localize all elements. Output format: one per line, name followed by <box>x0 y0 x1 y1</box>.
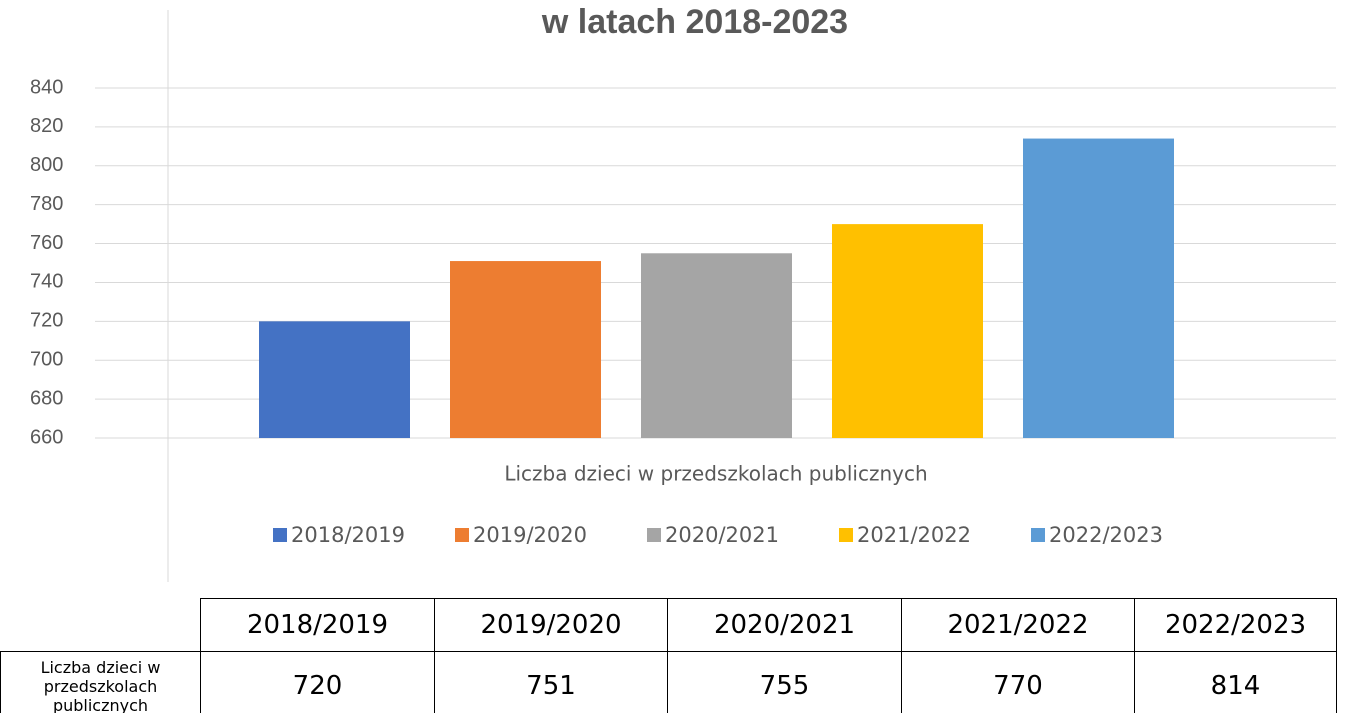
bar <box>832 224 983 438</box>
y-tick-label: 760 <box>30 232 63 254</box>
bar <box>450 261 601 438</box>
chart-title: w latach 2018-2023 <box>541 3 848 41</box>
legend-swatch <box>455 528 469 542</box>
y-tick-label: 840 <box>30 76 63 98</box>
table-value: 814 <box>1134 651 1337 713</box>
y-tick-label: 800 <box>30 154 63 176</box>
table-value: 751 <box>434 651 668 713</box>
column-header: 2021/2022 <box>901 598 1135 652</box>
bar <box>1023 138 1174 439</box>
legend-label: 2019/2020 <box>473 523 587 547</box>
y-tick-label: 660 <box>30 426 63 448</box>
bar <box>641 253 792 438</box>
y-tick-label: 720 <box>30 310 63 332</box>
y-tick-label: 740 <box>30 271 63 293</box>
row-header: Liczba dzieci w przedszkolach publicznyc… <box>0 651 201 713</box>
x-tick-label: Liczba dzieci w przedszkolach publicznyc… <box>504 462 927 486</box>
y-tick-label: 820 <box>30 115 63 137</box>
legend-label: 2020/2021 <box>665 523 779 547</box>
y-tick-label: 780 <box>30 193 63 215</box>
legend-swatch <box>839 528 853 542</box>
legend-label: 2022/2023 <box>1049 523 1163 547</box>
column-header: 2022/2023 <box>1134 598 1337 652</box>
legend-label: 2018/2019 <box>291 523 405 547</box>
bar <box>259 321 410 438</box>
table-value: 770 <box>901 651 1135 713</box>
legend-swatch <box>647 528 661 542</box>
legend-label: 2021/2022 <box>857 523 971 547</box>
y-tick-label: 680 <box>30 387 63 409</box>
column-header: 2018/2019 <box>200 598 435 652</box>
column-header: 2019/2020 <box>434 598 668 652</box>
table-value: 755 <box>667 651 902 713</box>
y-tick-label: 700 <box>30 349 63 371</box>
column-header: 2020/2021 <box>667 598 902 652</box>
legend-swatch <box>273 528 287 542</box>
legend-swatch <box>1031 528 1045 542</box>
table-value: 720 <box>200 651 435 713</box>
